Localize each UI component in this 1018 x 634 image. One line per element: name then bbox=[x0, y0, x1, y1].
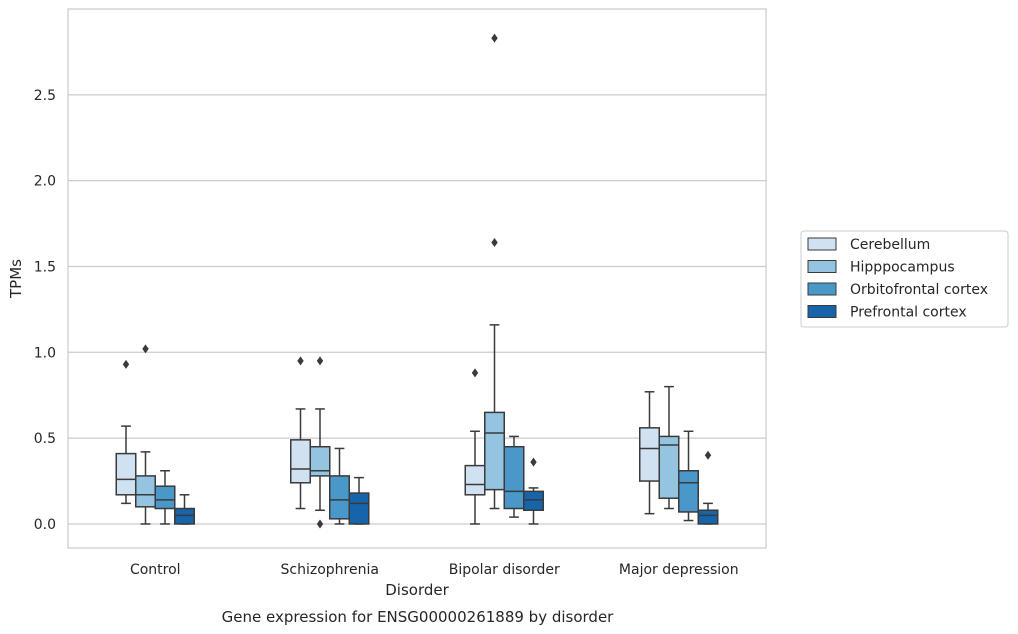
box bbox=[639, 427, 660, 482]
box bbox=[678, 470, 699, 513]
box bbox=[329, 475, 350, 520]
box bbox=[464, 464, 486, 496]
legend-label: Hipppocampus bbox=[850, 260, 955, 276]
box bbox=[174, 507, 195, 525]
legend-swatch bbox=[807, 282, 837, 296]
y-tick-label: 0.5 bbox=[34, 431, 56, 447]
y-tick-label: 1.0 bbox=[34, 345, 56, 361]
x-tick-label: Schizophrenia bbox=[281, 562, 379, 578]
outlier-point bbox=[297, 356, 304, 366]
plot-frame bbox=[67, 8, 767, 549]
legend-swatch bbox=[807, 260, 837, 273]
series-hipppocampus bbox=[135, 33, 680, 529]
y-axis-label: TPMs bbox=[7, 259, 25, 299]
y-tick-label: 0.0 bbox=[34, 517, 56, 533]
box bbox=[135, 475, 156, 508]
y-tick-label: 2.0 bbox=[34, 174, 56, 190]
y-tick-label: 1.5 bbox=[34, 259, 56, 275]
series-prefrontal-cortex bbox=[174, 450, 719, 525]
legend-swatch bbox=[807, 305, 837, 318]
box bbox=[309, 445, 331, 477]
y-tick-label: 2.5 bbox=[34, 88, 56, 104]
outlier-point bbox=[142, 344, 149, 354]
x-tick-label: Bipolar disorder bbox=[449, 562, 560, 578]
outlier-point bbox=[316, 519, 324, 529]
outlier-point bbox=[704, 450, 712, 460]
x-axis-label: Disorder bbox=[385, 581, 449, 599]
x-tick-label: Major depression bbox=[619, 562, 739, 578]
box bbox=[290, 439, 311, 484]
outlier-point bbox=[316, 356, 324, 366]
box bbox=[697, 509, 719, 525]
x-tick-label: Control bbox=[130, 562, 181, 578]
grid-lines bbox=[68, 94, 766, 525]
box-plot-series bbox=[115, 33, 719, 529]
box bbox=[115, 452, 137, 496]
box bbox=[658, 435, 680, 499]
series-cerebellum bbox=[115, 356, 660, 525]
legend-swatch bbox=[807, 237, 837, 251]
legend-frame bbox=[800, 230, 1009, 328]
box bbox=[523, 490, 544, 511]
outlier-point bbox=[530, 457, 537, 467]
outlier-point bbox=[471, 368, 479, 378]
box bbox=[484, 411, 505, 491]
legend-label: Orbitofrontal cortex bbox=[850, 282, 988, 298]
legend-label: Prefrontal cortex bbox=[850, 305, 967, 321]
box bbox=[154, 485, 176, 510]
x-axis-ticks: Control Schizophrenia Bipolar disorder Majo… bbox=[130, 562, 739, 578]
legend: Cerebellum Hipppocampus Orbitofrontal cort… bbox=[800, 230, 1009, 328]
outlier-point bbox=[491, 237, 498, 247]
series-orbitofrontal-cortex bbox=[154, 430, 699, 525]
box bbox=[348, 492, 370, 525]
box bbox=[503, 445, 525, 510]
chart-caption: Gene expression for ENSG00000261889 by d… bbox=[222, 608, 615, 626]
outlier-point bbox=[491, 33, 498, 43]
legend-label: Cerebellum bbox=[850, 237, 930, 253]
y-axis-ticks: 0.0 0.5 1.0 1.5 2.0 2.5 bbox=[34, 88, 56, 533]
outlier-point bbox=[122, 359, 130, 369]
